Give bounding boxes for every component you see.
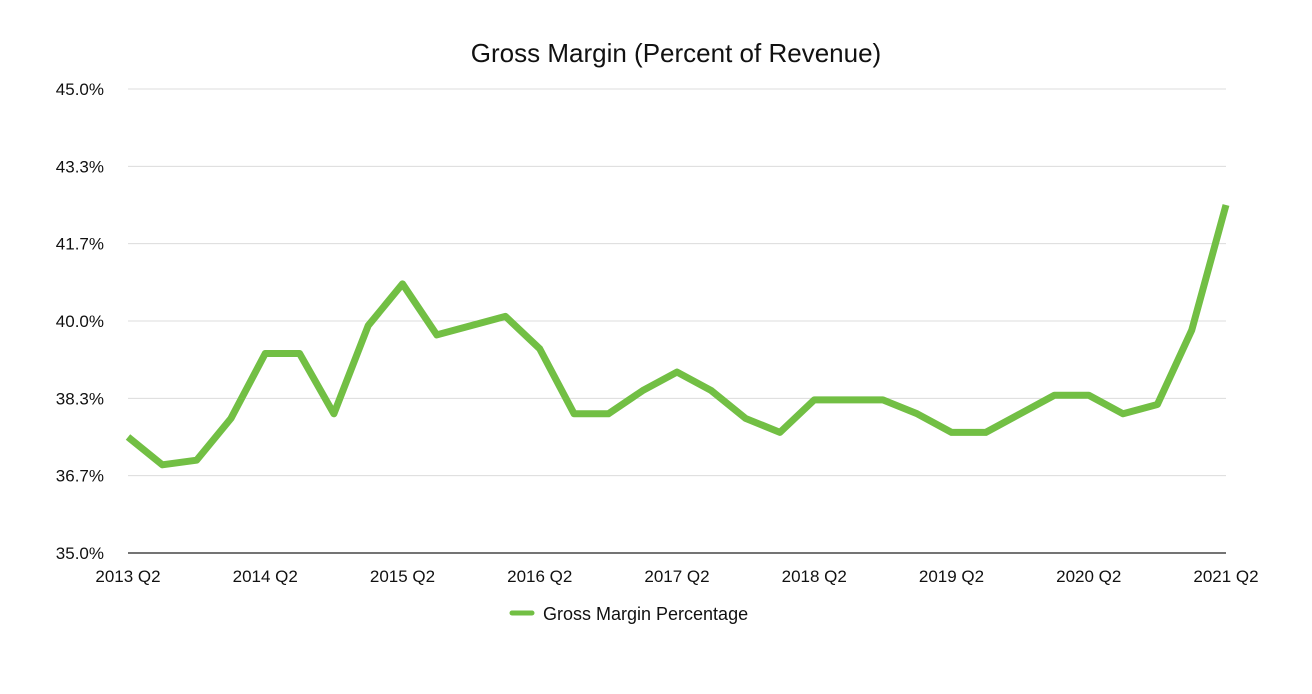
data-point — [641, 389, 644, 392]
data-point — [710, 389, 713, 392]
data-point — [161, 463, 164, 466]
data-point — [229, 417, 232, 420]
data-point — [195, 459, 198, 462]
x-tick-label: 2014 Q2 — [233, 567, 298, 586]
series-layer — [125, 204, 1230, 469]
data-point — [1122, 412, 1125, 415]
data-point — [332, 412, 335, 415]
series-line — [125, 204, 1230, 469]
x-tick-label: 2018 Q2 — [782, 567, 847, 586]
data-point — [470, 324, 473, 327]
data-point — [401, 282, 404, 285]
data-point — [435, 333, 438, 336]
x-tick-label: 2013 Q2 — [95, 567, 160, 586]
data-point — [298, 352, 301, 355]
y-tick-label: 43.3% — [56, 157, 104, 176]
data-point — [1190, 329, 1193, 332]
y-tick-label: 45.0% — [56, 80, 104, 99]
x-tick-label: 2016 Q2 — [507, 567, 572, 586]
data-point — [778, 431, 781, 434]
data-point — [538, 347, 541, 350]
data-point — [573, 412, 576, 415]
legend-label: Gross Margin Percentage — [543, 604, 748, 624]
gridlines — [128, 88, 1226, 554]
x-tick-label: 2020 Q2 — [1056, 567, 1121, 586]
data-point — [504, 315, 507, 318]
y-tick-label: 38.3% — [56, 389, 104, 408]
data-point — [950, 431, 953, 434]
y-tick-label: 40.0% — [56, 312, 104, 331]
data-point — [744, 417, 747, 420]
data-point — [1087, 394, 1090, 397]
data-point — [881, 398, 884, 401]
data-point — [916, 412, 919, 415]
data-point — [264, 352, 267, 355]
data-point — [1019, 412, 1022, 415]
data-point — [676, 371, 679, 374]
legend: Gross Margin Percentage — [509, 604, 748, 624]
y-tick-label: 35.0% — [56, 544, 104, 563]
y-tick-label: 36.7% — [56, 467, 104, 486]
y-axis-tick-labels: 35.0% 36.7% 38.3% 40.0% 41.7% 43.3% 45.0% — [56, 80, 104, 563]
data-point — [847, 398, 850, 401]
data-point — [984, 431, 987, 434]
x-tick-label: 2017 Q2 — [644, 567, 709, 586]
x-tick-label: 2019 Q2 — [919, 567, 984, 586]
chart-title: Gross Margin (Percent of Revenue) — [471, 38, 881, 68]
x-tick-label: 2015 Q2 — [370, 567, 435, 586]
y-tick-label: 41.7% — [56, 235, 104, 254]
data-point — [127, 436, 130, 439]
data-point — [1225, 204, 1228, 207]
data-point — [1053, 394, 1056, 397]
data-point — [813, 398, 816, 401]
x-tick-label: 2021 Q2 — [1193, 567, 1258, 586]
data-point — [607, 412, 610, 415]
data-point — [367, 324, 370, 327]
x-axis-tick-labels: 2013 Q2 2014 Q2 2015 Q2 2016 Q2 2017 Q2 2018 … — [95, 567, 1258, 586]
data-point — [1156, 403, 1159, 406]
